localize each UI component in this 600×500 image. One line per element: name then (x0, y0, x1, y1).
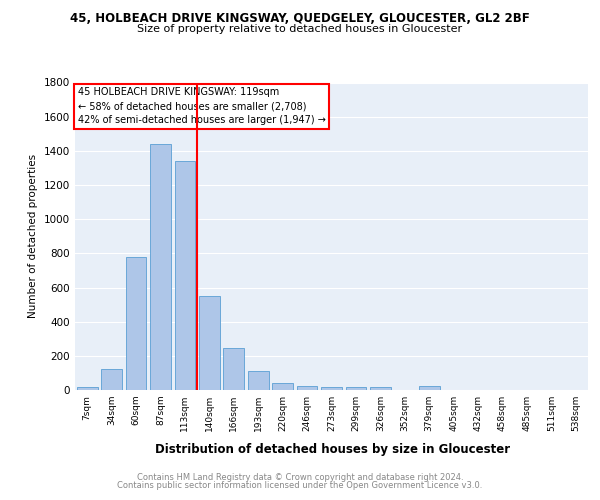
Bar (321, 386, 342, 390)
Text: Contains public sector information licensed under the Open Government Licence v3: Contains public sector information licen… (118, 481, 482, 490)
Bar (223, 348, 244, 390)
Text: Contains HM Land Registry data © Crown copyright and database right 2024.: Contains HM Land Registry data © Crown c… (137, 472, 463, 482)
Bar (125, 257, 146, 390)
Bar (346, 388, 367, 390)
Bar (272, 383, 293, 390)
Bar (199, 296, 220, 390)
Bar (175, 161, 196, 390)
Text: 45, HOLBEACH DRIVE KINGSWAY, QUEDGELEY, GLOUCESTER, GL2 2BF: 45, HOLBEACH DRIVE KINGSWAY, QUEDGELEY, … (70, 12, 530, 26)
Bar (150, 144, 171, 390)
Bar (248, 371, 269, 390)
Text: Size of property relative to detached houses in Gloucester: Size of property relative to detached ho… (137, 24, 463, 34)
Bar (296, 386, 317, 390)
Y-axis label: Number of detached properties: Number of detached properties (28, 154, 38, 318)
Bar (419, 386, 440, 390)
Bar (370, 388, 391, 390)
Text: 45 HOLBEACH DRIVE KINGSWAY: 119sqm
← 58% of detached houses are smaller (2,708)
: 45 HOLBEACH DRIVE KINGSWAY: 119sqm ← 58%… (77, 87, 325, 125)
Bar (101, 368, 122, 390)
Bar (77, 388, 98, 390)
Text: Distribution of detached houses by size in Gloucester: Distribution of detached houses by size … (155, 442, 511, 456)
